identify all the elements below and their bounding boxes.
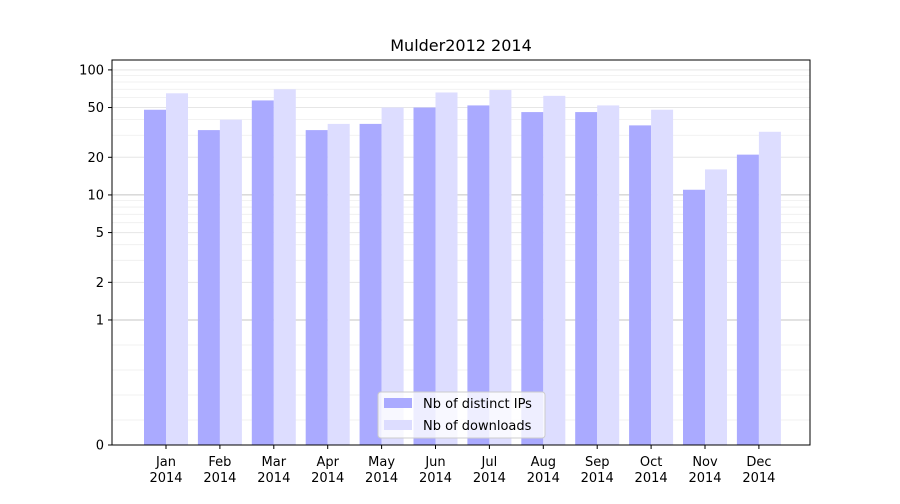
bar-distinct-ips bbox=[197, 130, 220, 445]
y-tick-label: 20 bbox=[87, 151, 104, 166]
legend-swatch-downloads bbox=[384, 420, 412, 430]
x-tick-label: Dec 2014 bbox=[742, 455, 775, 486]
x-tick-label: Apr 2014 bbox=[311, 455, 344, 486]
legend-label-distinct-ips: Nb of distinct IPs bbox=[423, 397, 532, 412]
bar-distinct-ips bbox=[305, 130, 328, 445]
bar-downloads bbox=[489, 90, 512, 446]
bar-downloads bbox=[166, 93, 188, 446]
x-tick-label: Feb 2014 bbox=[203, 455, 236, 486]
x-axis: Jan 2014 Feb 2014 Mar 2014 Apr 2014 May 2014 Jun 20… bbox=[149, 445, 775, 486]
y-tick-label: 50 bbox=[87, 101, 104, 116]
bar-downloads bbox=[705, 169, 727, 445]
y-tick-label: 100 bbox=[79, 63, 104, 78]
y-axis: 0 1 2 5 10 20 50 100 bbox=[79, 63, 112, 454]
bar-distinct-ips bbox=[144, 109, 166, 445]
bar-downloads bbox=[543, 95, 566, 446]
x-tick-label: Mar 2014 bbox=[257, 455, 290, 486]
bar-distinct-ips bbox=[629, 125, 652, 445]
bar-distinct-ips bbox=[359, 123, 382, 445]
bar-downloads bbox=[219, 119, 242, 446]
legend-label-downloads: Nb of downloads bbox=[423, 419, 532, 434]
y-tick-label: 5 bbox=[96, 226, 104, 241]
x-tick-label: Aug 2014 bbox=[527, 455, 560, 486]
bar-distinct-ips bbox=[413, 107, 436, 446]
x-tick-label: Jun 2014 bbox=[419, 455, 452, 486]
bar-downloads bbox=[435, 92, 458, 446]
bar-downloads bbox=[327, 123, 350, 445]
bar-distinct-ips bbox=[736, 154, 759, 446]
legend-frame bbox=[377, 391, 546, 439]
bar-distinct-ips bbox=[683, 189, 705, 445]
x-tick-label: Nov 2014 bbox=[688, 455, 721, 486]
y-tick-label: 0 bbox=[96, 439, 104, 454]
bars bbox=[144, 89, 781, 446]
bar-downloads bbox=[651, 109, 674, 445]
chart-title: Mulder2012 2014 bbox=[390, 36, 532, 55]
bar-distinct-ips bbox=[575, 112, 598, 445]
y-tick-label: 1 bbox=[96, 313, 104, 328]
bar-downloads bbox=[758, 131, 781, 445]
x-tick-label: Sep 2014 bbox=[581, 455, 614, 486]
bar-downloads bbox=[381, 107, 404, 446]
bar-distinct-ips bbox=[521, 112, 544, 445]
y-tick-label: 10 bbox=[87, 188, 104, 203]
bar-downloads bbox=[273, 89, 296, 445]
x-tick-label: Oct 2014 bbox=[635, 455, 668, 486]
legend: Nb of distinct IPs Nb of downloads bbox=[377, 391, 546, 439]
plot-frame bbox=[111, 59, 811, 446]
y-tick-label: 2 bbox=[96, 276, 104, 291]
x-tick-label: Jan 2014 bbox=[149, 455, 182, 486]
x-tick-label: Jul 2014 bbox=[473, 455, 506, 486]
bar-distinct-ips bbox=[251, 100, 274, 445]
bar-distinct-ips bbox=[467, 105, 490, 446]
x-tick-label: May 2014 bbox=[365, 455, 398, 486]
legend-swatch-distinct-ips bbox=[384, 398, 412, 408]
bar-downloads bbox=[597, 105, 620, 446]
